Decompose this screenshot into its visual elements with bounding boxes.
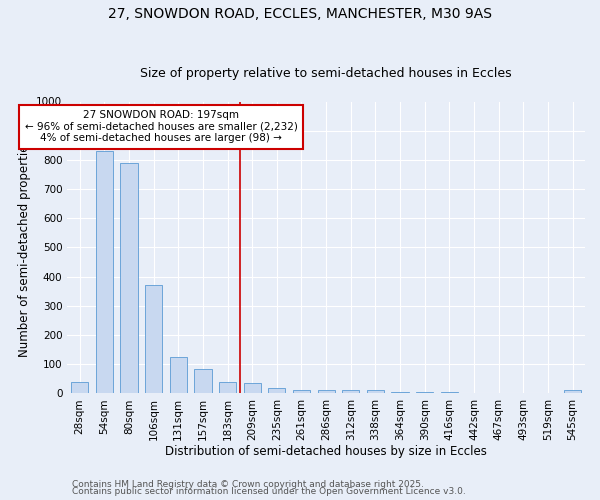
Bar xyxy=(441,392,458,394)
Title: Size of property relative to semi-detached houses in Eccles: Size of property relative to semi-detach… xyxy=(140,66,512,80)
Bar xyxy=(391,392,409,394)
Bar xyxy=(293,390,310,394)
X-axis label: Distribution of semi-detached houses by size in Eccles: Distribution of semi-detached houses by … xyxy=(165,444,487,458)
Text: Contains HM Land Registry data © Crown copyright and database right 2025.: Contains HM Land Registry data © Crown c… xyxy=(72,480,424,489)
Y-axis label: Number of semi-detached properties: Number of semi-detached properties xyxy=(18,138,31,356)
Bar xyxy=(317,390,335,394)
Bar xyxy=(194,369,212,394)
Text: 27 SNOWDON ROAD: 197sqm
← 96% of semi-detached houses are smaller (2,232)
4% of : 27 SNOWDON ROAD: 197sqm ← 96% of semi-de… xyxy=(25,110,298,144)
Bar xyxy=(120,163,137,394)
Bar xyxy=(466,393,482,394)
Bar xyxy=(95,151,113,394)
Bar xyxy=(219,382,236,394)
Bar xyxy=(342,390,359,394)
Bar xyxy=(564,390,581,394)
Bar xyxy=(268,388,286,394)
Bar xyxy=(145,286,162,394)
Bar xyxy=(170,357,187,394)
Bar xyxy=(416,392,433,394)
Text: Contains public sector information licensed under the Open Government Licence v3: Contains public sector information licen… xyxy=(72,487,466,496)
Bar xyxy=(367,390,384,394)
Bar xyxy=(244,383,261,394)
Bar xyxy=(71,382,88,394)
Text: 27, SNOWDON ROAD, ECCLES, MANCHESTER, M30 9AS: 27, SNOWDON ROAD, ECCLES, MANCHESTER, M3… xyxy=(108,8,492,22)
